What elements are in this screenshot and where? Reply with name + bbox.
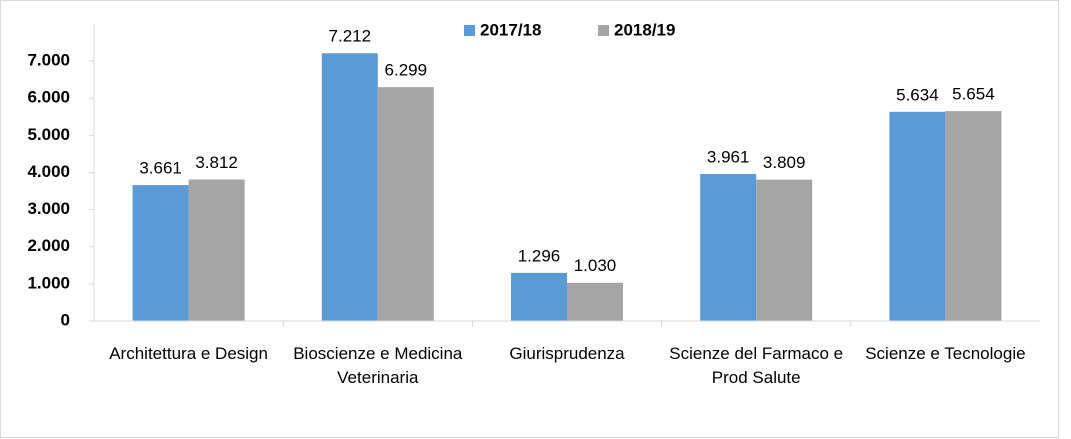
- y-tick-label: 5.000: [27, 125, 70, 144]
- y-tick-label: 1.000: [27, 273, 70, 292]
- x-tick-label: Scienze e Tecnologie: [865, 344, 1026, 363]
- y-tick-label: 6.000: [27, 88, 70, 107]
- legend-label: 2017/18: [480, 20, 541, 39]
- value-label: 1.030: [574, 256, 617, 275]
- bar: [756, 179, 813, 321]
- value-label: 3.661: [139, 159, 182, 178]
- value-label: 5.654: [952, 85, 995, 104]
- x-tick-label: Bioscienze e Medicina Veterinaria: [293, 344, 463, 387]
- bar: [132, 185, 189, 321]
- bar: [889, 111, 946, 321]
- bar: [188, 179, 245, 321]
- y-tick-label: 3.000: [27, 199, 70, 218]
- bar: [567, 282, 623, 321]
- y-tick-label: 2.000: [27, 236, 70, 255]
- value-label: 6.299: [385, 61, 428, 80]
- bar: [377, 87, 434, 321]
- value-label: 5.634: [896, 85, 939, 104]
- bar: [945, 111, 1002, 322]
- bar: [511, 272, 567, 321]
- legend-label: 2018/19: [614, 20, 675, 39]
- bar: [321, 53, 378, 321]
- value-label: 3.961: [707, 147, 750, 166]
- value-label: 1.296: [518, 246, 561, 265]
- value-label: 7.212: [329, 27, 372, 46]
- value-label: 3.809: [763, 153, 806, 172]
- y-tick-label: 4.000: [27, 162, 70, 181]
- y-tick-label: 7.000: [27, 51, 70, 70]
- value-label: 3.812: [195, 153, 238, 172]
- legend-swatch: [598, 25, 609, 36]
- x-tick-label: Scienze del Farmaco e Prod Salute: [669, 344, 844, 387]
- x-tick-label: Giurisprudenza: [509, 344, 625, 363]
- bar: [700, 173, 757, 321]
- y-tick-label: 0: [61, 310, 70, 329]
- x-tick-label: Architettura e Design: [109, 344, 268, 363]
- legend-swatch: [464, 25, 475, 36]
